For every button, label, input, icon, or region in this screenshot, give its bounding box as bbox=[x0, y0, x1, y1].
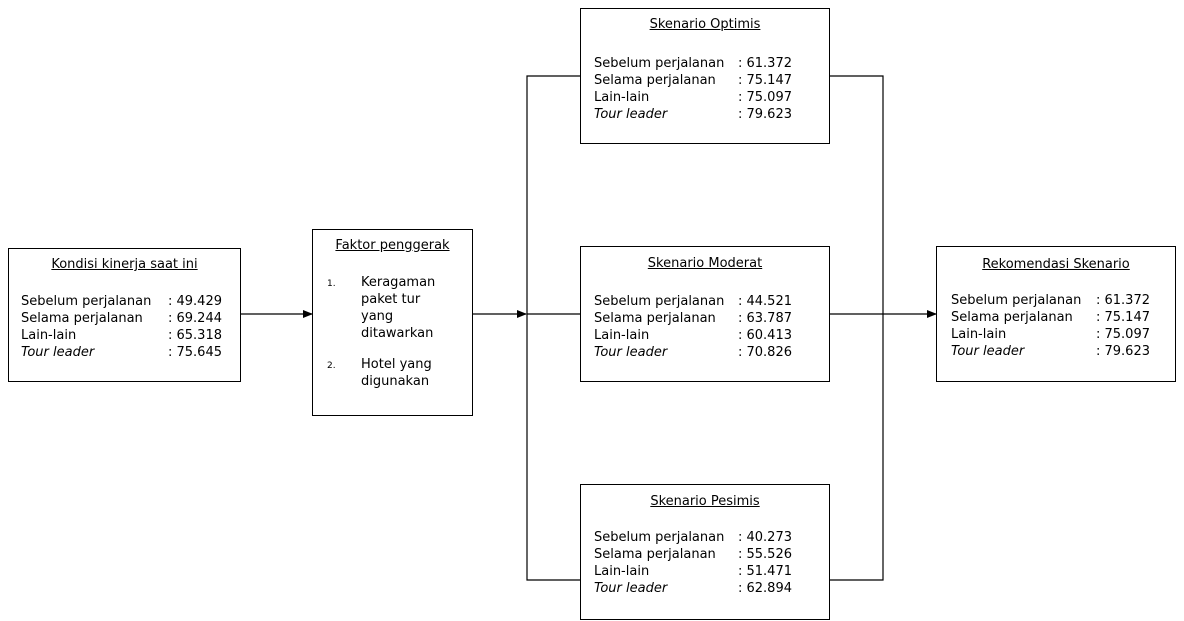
recommendation-title: Rekomendasi Skenario bbox=[982, 257, 1130, 272]
metric-row: Tour leader: 62.894 bbox=[594, 581, 792, 596]
recommendation-box: Rekomendasi Skenario Sebelum perjalanan:… bbox=[936, 246, 1176, 382]
scenario-moderate-title: Skenario Moderat bbox=[647, 256, 763, 271]
metric-row: Selama perjalanan: 75.147 bbox=[594, 73, 792, 88]
metric-row: Tour leader: 79.623 bbox=[594, 107, 792, 122]
drivers-box: Faktor penggerak 1. Keragaman paket tur … bbox=[312, 229, 473, 416]
metric-row: Lain-lain: 51.471 bbox=[594, 564, 792, 579]
scenario-pessimistic-title: Skenario Pesimis bbox=[650, 494, 760, 509]
metric-row: Selama perjalanan: 55.526 bbox=[594, 547, 792, 562]
scenario-moderate-box: Skenario Moderat Sebelum perjalanan: 44.… bbox=[580, 246, 830, 382]
metric-row: Lain-lain: 75.097 bbox=[951, 327, 1150, 342]
metric-row: Sebelum perjalanan: 61.372 bbox=[594, 56, 792, 71]
metric-row: Sebelum perjalanan: 49.429 bbox=[21, 294, 222, 309]
metric-row: Lain-lain: 60.413 bbox=[594, 328, 792, 343]
metric-row: Tour leader: 75.645 bbox=[21, 345, 222, 360]
drivers-title: Faktor penggerak bbox=[335, 238, 450, 253]
metric-row: Sebelum perjalanan: 44.521 bbox=[594, 294, 792, 309]
metric-row: Lain-lain: 75.097 bbox=[594, 90, 792, 105]
scenario-pessimistic-box: Skenario Pesimis Sebelum perjalanan: 40.… bbox=[580, 484, 830, 620]
list-item: 1. Keragaman paket tur yang ditawarkan bbox=[327, 275, 436, 341]
metric-row: Lain-lain: 65.318 bbox=[21, 328, 222, 343]
scenario-optimistic-box: Skenario Optimis Sebelum perjalanan: 61.… bbox=[580, 8, 830, 144]
metric-row: Sebelum perjalanan: 61.372 bbox=[951, 293, 1150, 308]
current-condition-box: Kondisi kinerja saat ini Sebelum perjala… bbox=[8, 248, 241, 382]
merge-from-scenarios bbox=[830, 75, 884, 581]
branch-to-optimistic bbox=[526, 75, 580, 581]
metric-row: Tour leader: 79.623 bbox=[951, 344, 1150, 359]
list-item: 2. Hotel yang digunakan bbox=[327, 357, 432, 389]
metric-row: Selama perjalanan: 75.147 bbox=[951, 310, 1150, 325]
metric-row: Tour leader: 70.826 bbox=[594, 345, 792, 360]
metric-row: Selama perjalanan: 63.787 bbox=[594, 311, 792, 326]
metric-row: Selama perjalanan: 69.244 bbox=[21, 311, 222, 326]
current-condition-title: Kondisi kinerja saat ini bbox=[51, 257, 198, 272]
drivers-list: 1. Keragaman paket tur yang ditawarkan 2… bbox=[327, 274, 441, 404]
scenario-optimistic-title: Skenario Optimis bbox=[649, 17, 761, 32]
metric-row: Sebelum perjalanan: 40.273 bbox=[594, 530, 792, 545]
